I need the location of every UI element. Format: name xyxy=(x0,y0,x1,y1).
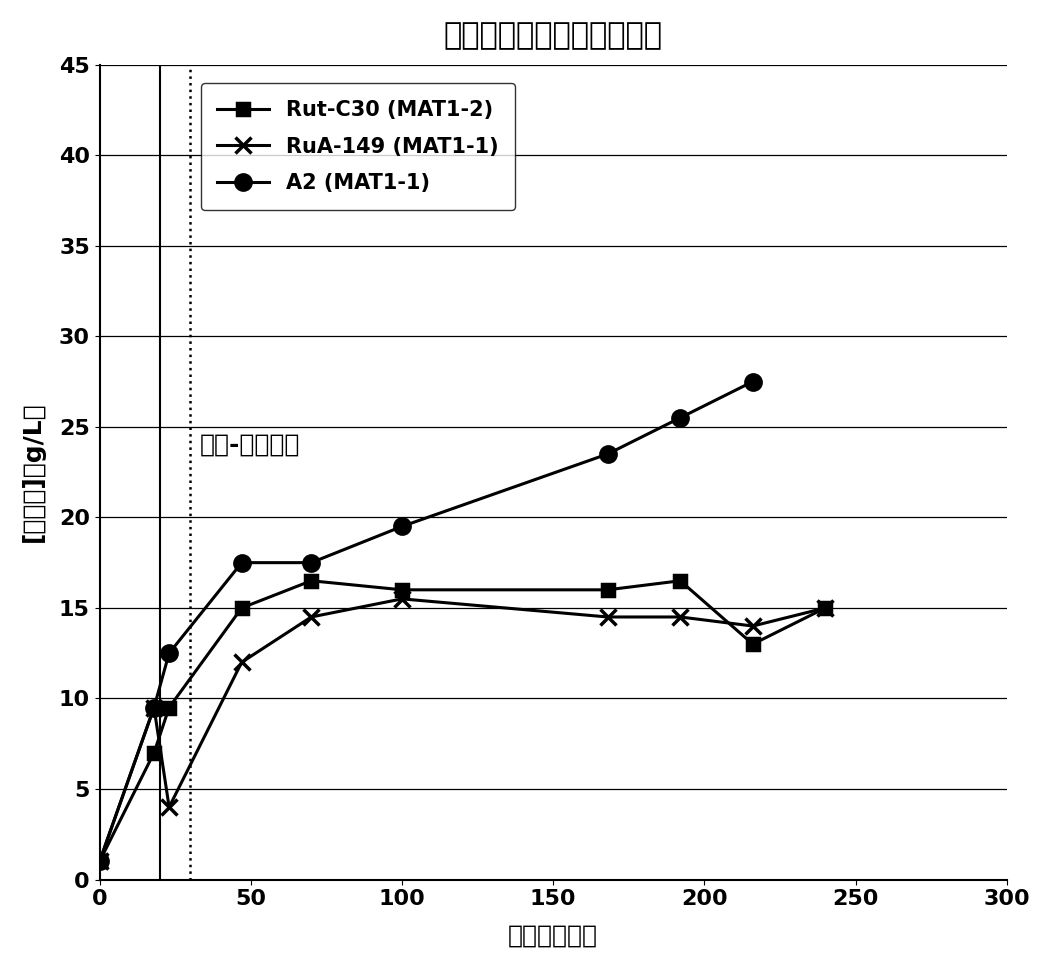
Rut-C30 (MAT1-2) xyxy=(235,602,248,614)
Rut-C30 (MAT1-2) xyxy=(819,602,831,614)
Y-axis label: [生物质]（g/L）: [生物质]（g/L） xyxy=(21,402,45,542)
Rut-C30 (MAT1-2) xyxy=(601,584,614,595)
RuA-149 (MAT1-1) xyxy=(305,611,317,622)
RuA-149 (MAT1-1) xyxy=(94,856,106,867)
A2 (MAT1-1) xyxy=(94,856,106,867)
Line: RuA-149 (MAT1-1): RuA-149 (MAT1-1) xyxy=(91,591,833,869)
Title: 发酵期间生物质生产的变化: 发酵期间生物质生产的变化 xyxy=(444,21,663,49)
RuA-149 (MAT1-1) xyxy=(235,656,248,668)
RuA-149 (MAT1-1) xyxy=(674,611,686,622)
RuA-149 (MAT1-1) xyxy=(819,602,831,614)
A2 (MAT1-1) xyxy=(305,557,317,568)
A2 (MAT1-1) xyxy=(148,702,161,713)
A2 (MAT1-1) xyxy=(746,376,759,387)
Rut-C30 (MAT1-2) xyxy=(395,584,408,595)
A2 (MAT1-1) xyxy=(163,648,176,659)
RuA-149 (MAT1-1) xyxy=(148,702,161,713)
RuA-149 (MAT1-1) xyxy=(746,620,759,632)
Legend: Rut-C30 (MAT1-2), RuA-149 (MAT1-1), A2 (MAT1-1): Rut-C30 (MAT1-2), RuA-149 (MAT1-1), A2 (… xyxy=(201,83,515,210)
A2 (MAT1-1) xyxy=(395,521,408,532)
X-axis label: 时间（小时）: 时间（小时） xyxy=(509,923,598,947)
Rut-C30 (MAT1-2) xyxy=(94,856,106,867)
Line: A2 (MAT1-1): A2 (MAT1-1) xyxy=(91,374,761,869)
A2 (MAT1-1) xyxy=(235,557,248,568)
Rut-C30 (MAT1-2) xyxy=(674,575,686,587)
Rut-C30 (MAT1-2) xyxy=(163,702,176,713)
A2 (MAT1-1) xyxy=(601,448,614,460)
RuA-149 (MAT1-1) xyxy=(601,611,614,622)
Rut-C30 (MAT1-2) xyxy=(305,575,317,587)
Line: Rut-C30 (MAT1-2): Rut-C30 (MAT1-2) xyxy=(94,575,831,867)
RuA-149 (MAT1-1) xyxy=(163,802,176,813)
A2 (MAT1-1) xyxy=(674,412,686,424)
Rut-C30 (MAT1-2) xyxy=(746,638,759,650)
RuA-149 (MAT1-1) xyxy=(395,593,408,605)
Rut-C30 (MAT1-2) xyxy=(148,747,161,759)
Text: 补料-分批开始: 补料-分批开始 xyxy=(200,433,300,457)
